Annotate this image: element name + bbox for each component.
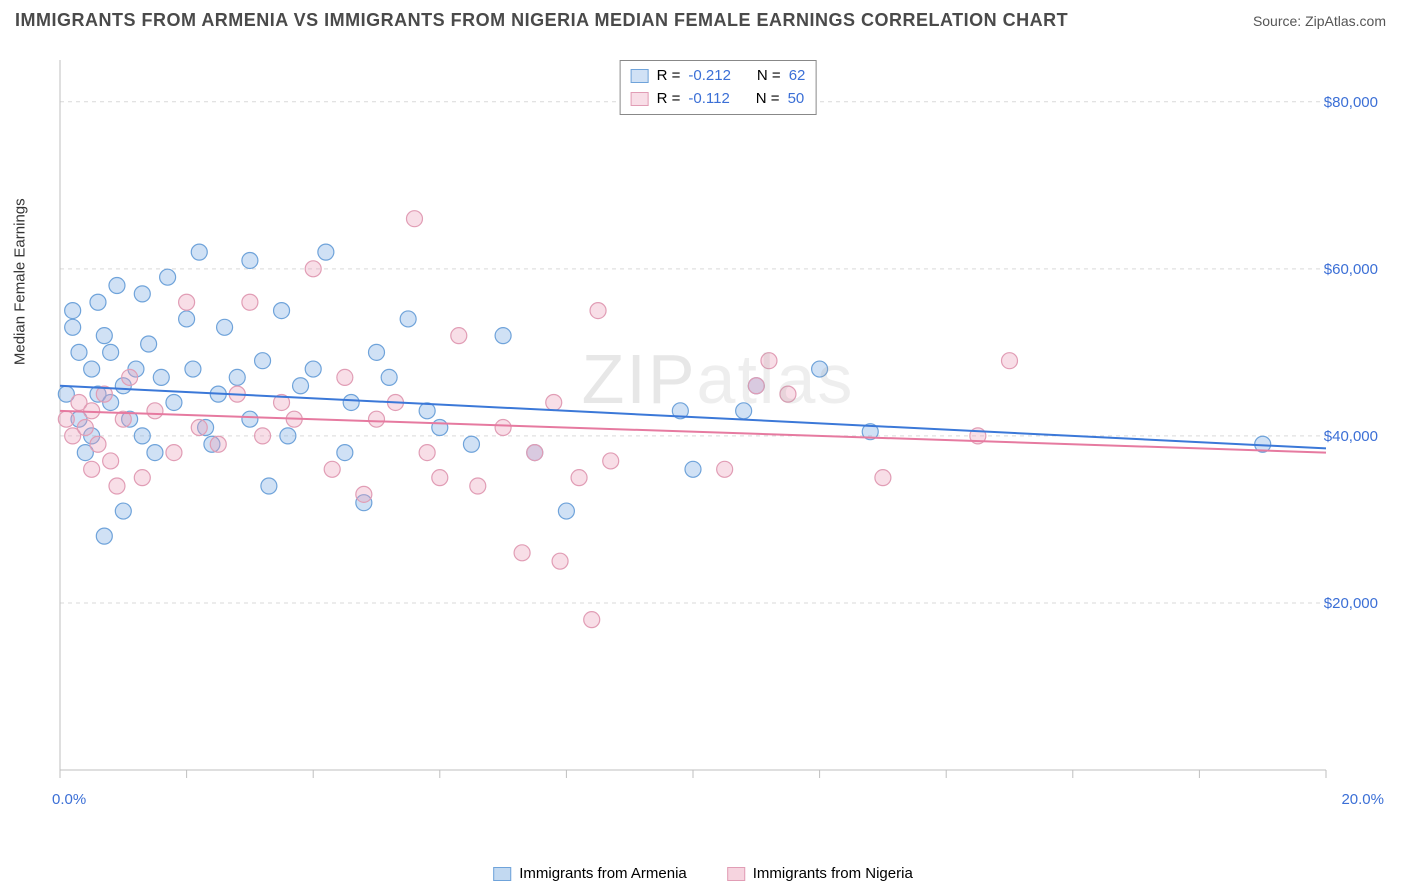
- r-label: R =: [657, 88, 681, 111]
- swatch-nigeria: [631, 92, 649, 106]
- n-label: N =: [756, 88, 780, 111]
- swatch-nigeria-bottom: [727, 867, 745, 881]
- n-label: N =: [757, 65, 781, 88]
- n-value: 50: [788, 88, 805, 111]
- legend-item-armenia: Immigrants from Armenia: [493, 865, 687, 882]
- svg-text:$80,000: $80,000: [1324, 94, 1378, 111]
- legend-series: Immigrants from Armenia Immigrants from …: [493, 865, 913, 882]
- swatch-armenia: [631, 69, 649, 83]
- swatch-armenia-bottom: [493, 867, 511, 881]
- legend-stats-row-0: R = -0.212 N = 62: [631, 65, 806, 88]
- r-value: -0.212: [688, 65, 731, 88]
- r-value: -0.112: [688, 88, 729, 111]
- scatter-plot: $20,000 $40,000 $60,000 $80,000: [50, 60, 1386, 820]
- legend-label-nigeria: Immigrants from Nigeria: [753, 865, 913, 882]
- x-tick-20: 20.0%: [1341, 791, 1384, 808]
- svg-text:$40,000: $40,000: [1324, 428, 1378, 445]
- n-value: 62: [789, 65, 806, 88]
- svg-text:$20,000: $20,000: [1324, 595, 1378, 612]
- legend-item-nigeria: Immigrants from Nigeria: [727, 865, 913, 882]
- y-axis-label: Median Female Earnings: [12, 198, 29, 365]
- svg-text:$60,000: $60,000: [1324, 261, 1378, 278]
- legend-label-armenia: Immigrants from Armenia: [519, 865, 687, 882]
- r-label: R =: [657, 65, 681, 88]
- chart-area: Median Female Earnings $20,000$40,000$60…: [50, 60, 1386, 820]
- legend-stats: R = -0.212 N = 62 R = -0.112 N = 50: [620, 60, 817, 115]
- source-label: Source: ZipAtlas.com: [1253, 13, 1386, 29]
- legend-stats-row-1: R = -0.112 N = 50: [631, 88, 806, 111]
- x-tick-0: 0.0%: [52, 791, 86, 808]
- chart-title: IMMIGRANTS FROM ARMENIA VS IMMIGRANTS FR…: [15, 10, 1068, 31]
